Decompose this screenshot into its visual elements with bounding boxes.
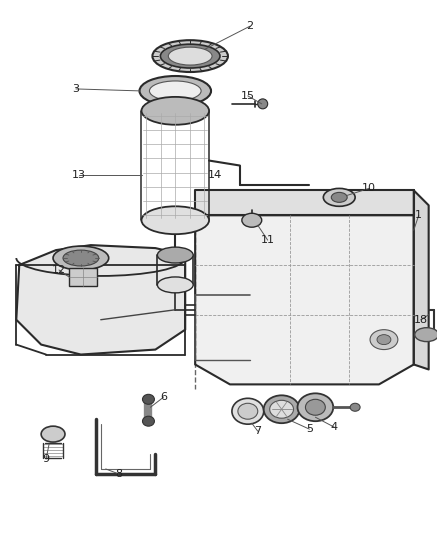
Ellipse shape <box>331 192 347 203</box>
Ellipse shape <box>53 246 109 270</box>
Ellipse shape <box>238 403 258 419</box>
Ellipse shape <box>377 335 391 345</box>
Ellipse shape <box>152 40 228 72</box>
Polygon shape <box>414 190 429 369</box>
Polygon shape <box>195 215 414 384</box>
Ellipse shape <box>350 403 360 411</box>
Ellipse shape <box>258 99 268 109</box>
Text: 15: 15 <box>241 91 255 101</box>
Text: 6: 6 <box>160 392 167 402</box>
Bar <box>69 268 97 286</box>
Text: 4: 4 <box>331 422 338 432</box>
Ellipse shape <box>141 206 209 234</box>
Ellipse shape <box>415 328 438 342</box>
Text: 12: 12 <box>52 265 66 275</box>
Text: 14: 14 <box>208 171 222 181</box>
Text: 11: 11 <box>261 235 275 245</box>
Ellipse shape <box>370 330 398 350</box>
Ellipse shape <box>141 97 209 125</box>
Ellipse shape <box>323 188 355 206</box>
Text: 2: 2 <box>246 21 253 31</box>
Text: 5: 5 <box>306 424 313 434</box>
Ellipse shape <box>305 399 325 415</box>
Ellipse shape <box>232 398 264 424</box>
Text: 7: 7 <box>254 426 261 436</box>
Polygon shape <box>16 245 185 354</box>
Ellipse shape <box>157 277 193 293</box>
Ellipse shape <box>242 213 262 227</box>
Text: 18: 18 <box>413 314 428 325</box>
Ellipse shape <box>41 426 65 442</box>
Polygon shape <box>195 190 414 215</box>
Ellipse shape <box>264 395 300 423</box>
Ellipse shape <box>157 247 193 263</box>
Ellipse shape <box>142 394 155 404</box>
Text: 13: 13 <box>72 171 86 181</box>
Ellipse shape <box>270 400 293 418</box>
Ellipse shape <box>142 416 155 426</box>
Text: 10: 10 <box>362 183 376 193</box>
Text: 9: 9 <box>42 454 49 464</box>
Ellipse shape <box>63 250 99 266</box>
Ellipse shape <box>168 47 212 65</box>
Ellipse shape <box>297 393 333 421</box>
Text: 8: 8 <box>115 469 122 479</box>
Ellipse shape <box>149 81 201 101</box>
Ellipse shape <box>160 44 220 68</box>
Ellipse shape <box>140 76 211 106</box>
Text: 1: 1 <box>415 210 422 220</box>
Text: 3: 3 <box>72 84 79 94</box>
